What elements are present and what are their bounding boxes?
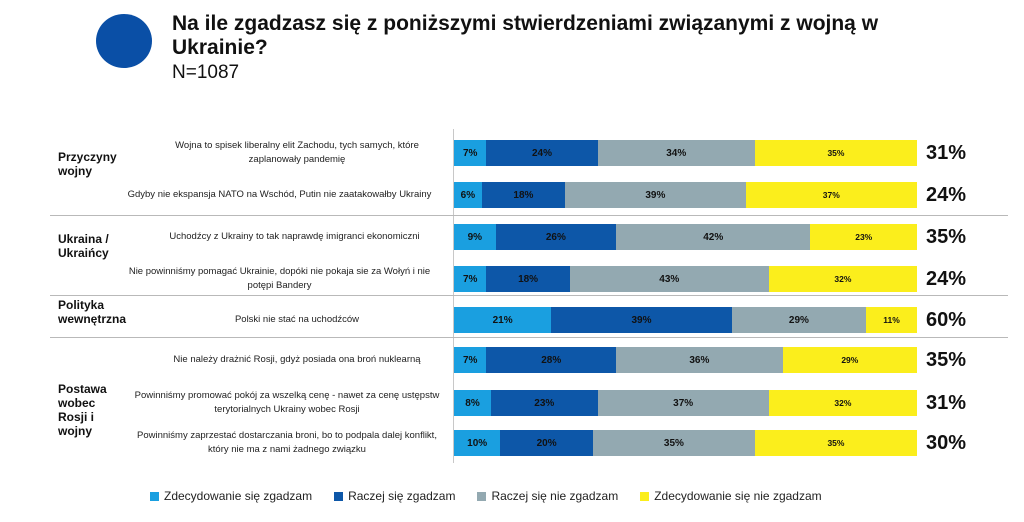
group-label: Przyczyny wojny — [58, 150, 117, 178]
bar-row: 21% 39% 29% 11% — [454, 307, 917, 333]
chart-axis-line — [453, 129, 454, 463]
legend-swatch — [640, 491, 650, 501]
bar-segment: 10% — [454, 430, 501, 456]
group-divider — [50, 337, 1008, 338]
bar-segment: 43% — [569, 266, 769, 292]
legend-item: Zdecydowanie się zgadzam — [150, 489, 312, 503]
group-divider — [50, 295, 1008, 296]
legend-label: Zdecydowanie się nie zgadzam — [654, 489, 822, 503]
bar-segment: 20% — [500, 430, 593, 456]
agree-total: 30% — [926, 432, 967, 454]
group-label: Ukraina / Ukraińcy — [58, 232, 109, 260]
bar-segment: 24% — [486, 140, 598, 166]
statement-label: Powinniśmy promować pokój za wszelką cen… — [134, 390, 440, 415]
bar-segment: 34% — [597, 140, 755, 166]
bar-segment: 21% — [454, 307, 552, 333]
statement-label: Nie powinniśmy pomagać Ukrainie, dopóki … — [128, 266, 431, 291]
bar-segment: 8% — [454, 390, 492, 416]
bar-segment: 35% — [754, 430, 917, 456]
statement-label: Wojna to spisek liberalny elit Zachodu, … — [175, 140, 419, 165]
bar-segment: 7% — [454, 347, 487, 373]
legend-swatch — [477, 491, 487, 501]
group-divider — [50, 215, 1008, 216]
legend-item: Raczej się nie zgadzam — [477, 489, 618, 503]
bar-segment: 7% — [454, 266, 487, 292]
bar-segment: 35% — [592, 430, 755, 456]
agree-total: 24% — [926, 268, 967, 290]
legend-label: Raczej się nie zgadzam — [491, 489, 619, 503]
legend-label: Raczej się zgadzam — [348, 489, 456, 503]
agree-total: 31% — [926, 142, 967, 164]
agree-total: 35% — [926, 349, 967, 371]
bar-segment: 36% — [616, 347, 783, 373]
chart-legend: Zdecydowanie się zgadzam Raczej się zgadz… — [150, 489, 822, 503]
bar-row: 7% 18% 43% 32% — [454, 266, 917, 292]
group-label: Polityka wewnętrzna — [58, 298, 127, 326]
group-label: Postawa wobec Rosji i wojny — [58, 382, 107, 438]
bar-segment: 35% — [754, 140, 917, 166]
agree-total: 31% — [926, 392, 967, 414]
statement-label: Polski nie stać na uchodźców — [234, 314, 360, 325]
bar-segment: 23% — [491, 390, 598, 416]
legend-item: Raczej się zgadzam — [334, 489, 455, 503]
bar-segment: 37% — [597, 390, 769, 416]
bar-row: 7% 24% 34% 35% — [454, 140, 917, 166]
legend-swatch — [150, 491, 159, 501]
legend-item: Zdecydowanie się nie zgadzam — [640, 489, 822, 503]
bar-segment: 6% — [454, 182, 482, 208]
bar-segment: 7% — [454, 140, 487, 166]
bar-row: 6% 18% 39% 37% — [454, 182, 917, 208]
bar-segment: 29% — [782, 347, 917, 373]
logo-circle — [96, 14, 152, 68]
legend-label: Zdecydowanie się zgadzam — [164, 489, 313, 503]
bar-segment: 37% — [745, 182, 917, 208]
bar-segment: 32% — [768, 390, 917, 416]
bar-row: 7% 28% 36% 29% — [454, 347, 917, 373]
bar-segment: 18% — [481, 182, 566, 208]
bar-segment: 23% — [810, 224, 917, 250]
agree-total: 60% — [926, 309, 967, 331]
bar-row: 10% 20% 35% 35% — [454, 430, 917, 456]
statement-label: Uchodźcy z Ukrainy to tak naprawdę imigr… — [169, 231, 420, 242]
bar-row: 8% 23% 37% 32% — [454, 390, 917, 416]
statement-label: Nie należy drażnić Rosji, gdyż posiada o… — [173, 354, 421, 365]
bar-segment: 42% — [616, 224, 811, 250]
bar-segment: 29% — [731, 307, 867, 333]
bar-segment: 28% — [486, 347, 617, 373]
bar-segment: 11% — [866, 307, 917, 333]
bar-segment: 18% — [486, 266, 570, 292]
agree-total: 35% — [926, 226, 967, 248]
bar-segment: 32% — [768, 266, 917, 292]
statement-label: Powinniśmy zaprzestać dostarczania broni… — [137, 430, 437, 455]
bar-segment: 9% — [454, 224, 496, 250]
chart-subtitle: N=1087 — [172, 62, 240, 83]
bar-segment: 39% — [551, 307, 732, 333]
legend-swatch — [334, 491, 344, 501]
bar-segment: 26% — [495, 224, 617, 250]
statement-label: Gdyby nie ekspansja NATO na Wschód, Puti… — [127, 189, 432, 200]
agree-total: 24% — [926, 184, 967, 206]
bar-segment: 39% — [565, 182, 746, 208]
bar-row: 9% 26% 42% 23% — [454, 224, 917, 250]
chart-title: Na ile zgadzasz się z poniższymi stwierd… — [172, 12, 879, 59]
